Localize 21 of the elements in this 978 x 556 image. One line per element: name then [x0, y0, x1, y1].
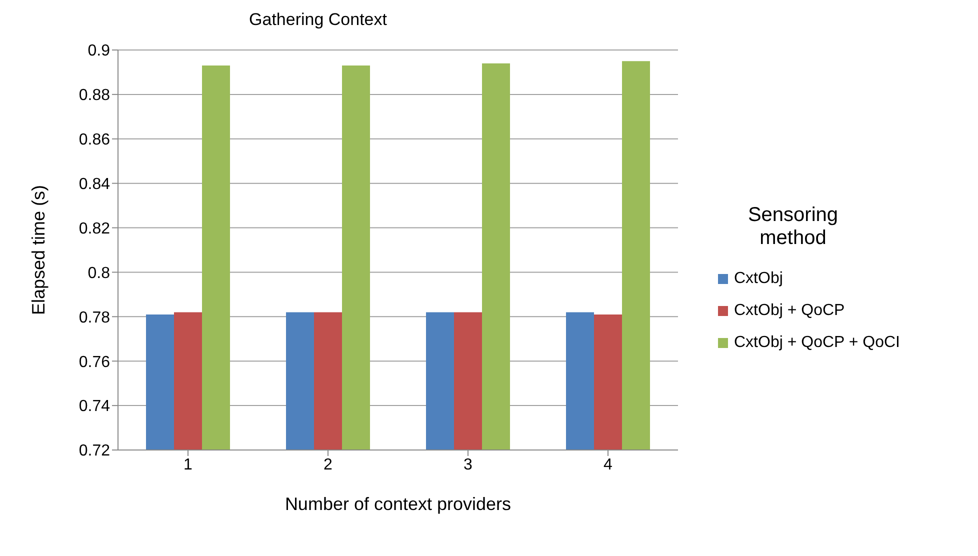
y-tick-label: 0.86	[78, 132, 110, 149]
legend-title: Sensoring method	[746, 204, 840, 250]
legend-label: CxtObj	[733, 270, 784, 288]
x-tick-label: 3	[464, 456, 473, 474]
y-tick-label: 0.9	[88, 42, 110, 60]
x-tick-label: 1	[184, 456, 193, 474]
y-tick-label: 0.72	[78, 442, 110, 460]
y-tick-label: 0.82	[78, 220, 110, 238]
y-tick-label: 0.78	[78, 309, 110, 326]
x-tick-label: 2	[324, 456, 333, 474]
y-axis-title: Elapsed time (s)	[28, 184, 48, 316]
y-tick-label: 0.88	[78, 87, 110, 104]
y-tick-label: 0.8	[88, 264, 110, 282]
x-tick-label: 4	[604, 456, 613, 474]
legend-label: CxtObj + QoCP	[733, 302, 846, 320]
x-axis-title: Number of context providers	[284, 494, 512, 514]
y-tick-label: 0.76	[78, 354, 110, 371]
y-tick-label: 0.84	[78, 176, 110, 194]
chart-title: Gathering Context	[248, 9, 388, 30]
legend-label: CxtObj + QoCP + QoCI	[733, 334, 901, 352]
y-tick-label: 0.74	[78, 398, 110, 416]
